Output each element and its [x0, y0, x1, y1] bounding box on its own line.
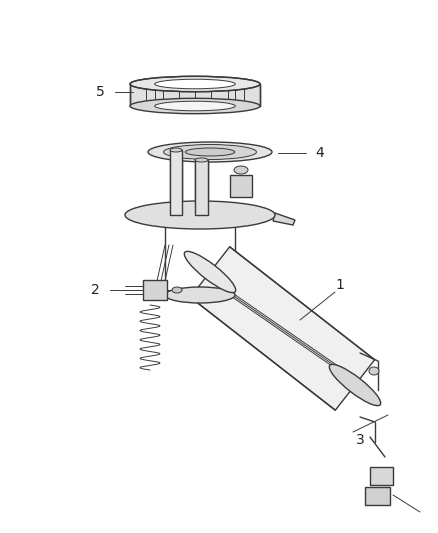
Ellipse shape	[195, 158, 208, 162]
Ellipse shape	[170, 148, 182, 152]
Ellipse shape	[155, 101, 235, 111]
Ellipse shape	[184, 252, 236, 293]
Text: 4: 4	[316, 146, 325, 160]
Polygon shape	[130, 84, 260, 106]
Ellipse shape	[185, 148, 235, 156]
Ellipse shape	[155, 79, 235, 89]
Polygon shape	[170, 150, 182, 215]
Polygon shape	[195, 160, 208, 215]
Polygon shape	[273, 213, 295, 225]
Polygon shape	[143, 280, 167, 300]
Polygon shape	[191, 247, 374, 410]
Text: 2: 2	[91, 283, 99, 297]
Ellipse shape	[163, 144, 257, 159]
Text: 1: 1	[336, 278, 344, 292]
Polygon shape	[370, 467, 393, 485]
Ellipse shape	[130, 98, 260, 114]
Ellipse shape	[130, 76, 260, 92]
Ellipse shape	[234, 166, 248, 174]
Ellipse shape	[125, 201, 275, 229]
Text: 5: 5	[95, 85, 104, 99]
Ellipse shape	[329, 365, 381, 406]
Ellipse shape	[148, 142, 272, 162]
Polygon shape	[365, 487, 390, 505]
Polygon shape	[230, 175, 252, 197]
Ellipse shape	[165, 287, 235, 303]
Text: 3: 3	[356, 433, 364, 447]
Ellipse shape	[172, 287, 182, 293]
Ellipse shape	[369, 367, 379, 375]
